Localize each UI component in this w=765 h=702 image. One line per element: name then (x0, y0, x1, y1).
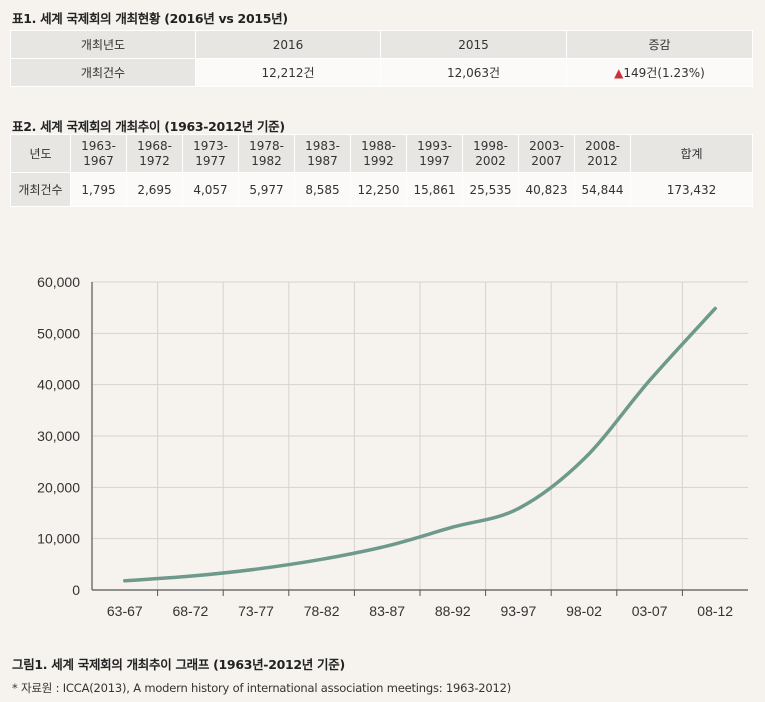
table2: 년도 1963- 1967 1968- 1972 1973- 1977 1978- 1982 1… (10, 134, 753, 207)
y-tick-label: 30,000 (37, 428, 80, 444)
x-tick-label: 03-07 (632, 603, 668, 619)
table2-total-value: 173,432 (630, 172, 753, 207)
table2-period-start: 1988- (361, 138, 396, 153)
data-point (386, 544, 389, 547)
chart-grid (92, 281, 748, 590)
data-point (648, 379, 651, 382)
x-tick-label: 63-67 (107, 603, 143, 619)
table2-period-start: 1963- (81, 138, 116, 153)
table2-caption: 표2. 세계 국제회의 개최추이 (1963-2012년 기준) (12, 119, 285, 134)
table1-row-label: 개최건수 (10, 58, 196, 87)
data-point (320, 558, 323, 561)
data-point (254, 568, 257, 571)
table2-period-start: 2008- (585, 138, 620, 153)
table2-value: 15,861 (406, 172, 463, 207)
table1-change-cell: ▲149건(1.23%) (566, 58, 753, 87)
table2-period-end: 1997 (419, 153, 450, 168)
table2-value: 40,823 (518, 172, 575, 207)
table2-period-start: 1978- (249, 138, 284, 153)
increase-triangle-icon: ▲ (614, 66, 624, 80)
table2-period-header: 2003- 2007 (518, 134, 575, 173)
table1-header-change: 증감 (566, 30, 753, 59)
data-point (582, 457, 585, 460)
table2-period-end: 1977 (195, 153, 226, 168)
x-tick-label: 93-97 (500, 603, 536, 619)
table2-period-header: 1968- 1972 (126, 134, 183, 173)
table2-period-end: 2007 (531, 153, 562, 168)
y-tick-label: 60,000 (37, 274, 80, 290)
line-chart: 0 10,000 20,000 30,000 40,000 50,000 60,000 63… (37, 274, 748, 619)
table2-period-end: 1992 (363, 153, 394, 168)
table2-value: 4,057 (182, 172, 239, 207)
y-tick-label: 0 (72, 582, 80, 598)
table2-period-header: 1983- 1987 (294, 134, 351, 173)
table2-period-header: 1973- 1977 (182, 134, 239, 173)
table2-header-total: 합계 (630, 134, 753, 173)
data-point (189, 575, 192, 578)
table1-value-2015: 12,063건 (380, 58, 567, 87)
table2-header-year: 년도 (10, 134, 71, 173)
data-point (451, 526, 454, 529)
y-tick-label: 20,000 (37, 479, 80, 495)
table2-value: 2,695 (126, 172, 183, 207)
table2-value: 12,250 (350, 172, 407, 207)
table2-value: 8,585 (294, 172, 351, 207)
table1-header-2015: 2015 (380, 30, 567, 59)
figure-caption: 그림1. 세계 국제회의 개최추이 그래프 (1963년-2012년 기준) (12, 657, 345, 672)
x-axis: 63-67 68-72 73-77 78-82 83-87 88-92 93-97 98-02… (92, 589, 748, 619)
x-tick-label: 68-72 (172, 603, 208, 619)
source-note: * 자료원 : ICCA(2013), A modern history of … (12, 681, 512, 695)
x-tick-label: 78-82 (304, 603, 340, 619)
table2-period-start: 1968- (137, 138, 172, 153)
table2-period-header: 1963- 1967 (70, 134, 127, 173)
table2-period-end: 1972 (139, 153, 170, 168)
table1: 개최년도 2016 2015 증감 개최건수 12,212건 12,063건 ▲… (10, 30, 753, 87)
chart-series (123, 306, 717, 583)
series-line (123, 306, 717, 583)
table1-header-year: 개최년도 (10, 30, 196, 59)
y-tick-label: 40,000 (37, 377, 80, 393)
table1-header-2016: 2016 (195, 30, 381, 59)
table2-period-start: 1998- (473, 138, 508, 153)
data-point (517, 507, 520, 510)
table2-period-header: 1998- 2002 (462, 134, 519, 173)
x-tick-label: 73-77 (238, 603, 274, 619)
data-point (714, 307, 717, 310)
table2-value: 5,977 (238, 172, 295, 207)
table2-value: 25,535 (462, 172, 519, 207)
table2-period-header: 1978- 1982 (238, 134, 295, 173)
table1-caption: 표1. 세계 국제회의 개최현황 (2016년 vs 2015년) (12, 11, 288, 26)
y-tick-label: 10,000 (37, 531, 80, 547)
table2-period-end: 1967 (83, 153, 114, 168)
table2-period-end: 2002 (475, 153, 506, 168)
table2-period-end: 2012 (587, 153, 618, 168)
x-tick-label: 88-92 (435, 603, 471, 619)
data-point (123, 579, 126, 582)
table2-period-end: 1982 (251, 153, 282, 168)
table2-row-label: 개최건수 (10, 172, 71, 207)
table2-period-header: 1993- 1997 (406, 134, 463, 173)
x-tick-label: 98-02 (566, 603, 602, 619)
table2-period-header: 2008- 2012 (574, 134, 631, 173)
table2-period-start: 2003- (529, 138, 564, 153)
table2-period-start: 1973- (193, 138, 228, 153)
x-tick-label: 83-87 (369, 603, 405, 619)
table2-period-start: 1983- (305, 138, 340, 153)
table2-value: 54,844 (574, 172, 631, 207)
table1-change-value: 149건(1.23%) (623, 66, 705, 80)
x-tick-label: 08-12 (697, 603, 733, 619)
table2-period-end: 1987 (307, 153, 338, 168)
table1-value-2016: 12,212건 (195, 58, 381, 87)
table2-period-header: 1988- 1992 (350, 134, 407, 173)
table2-period-start: 1993- (417, 138, 452, 153)
table2-value: 1,795 (70, 172, 127, 207)
y-tick-label: 50,000 (37, 325, 80, 341)
y-axis: 0 10,000 20,000 30,000 40,000 50,000 60,000 (37, 274, 93, 598)
